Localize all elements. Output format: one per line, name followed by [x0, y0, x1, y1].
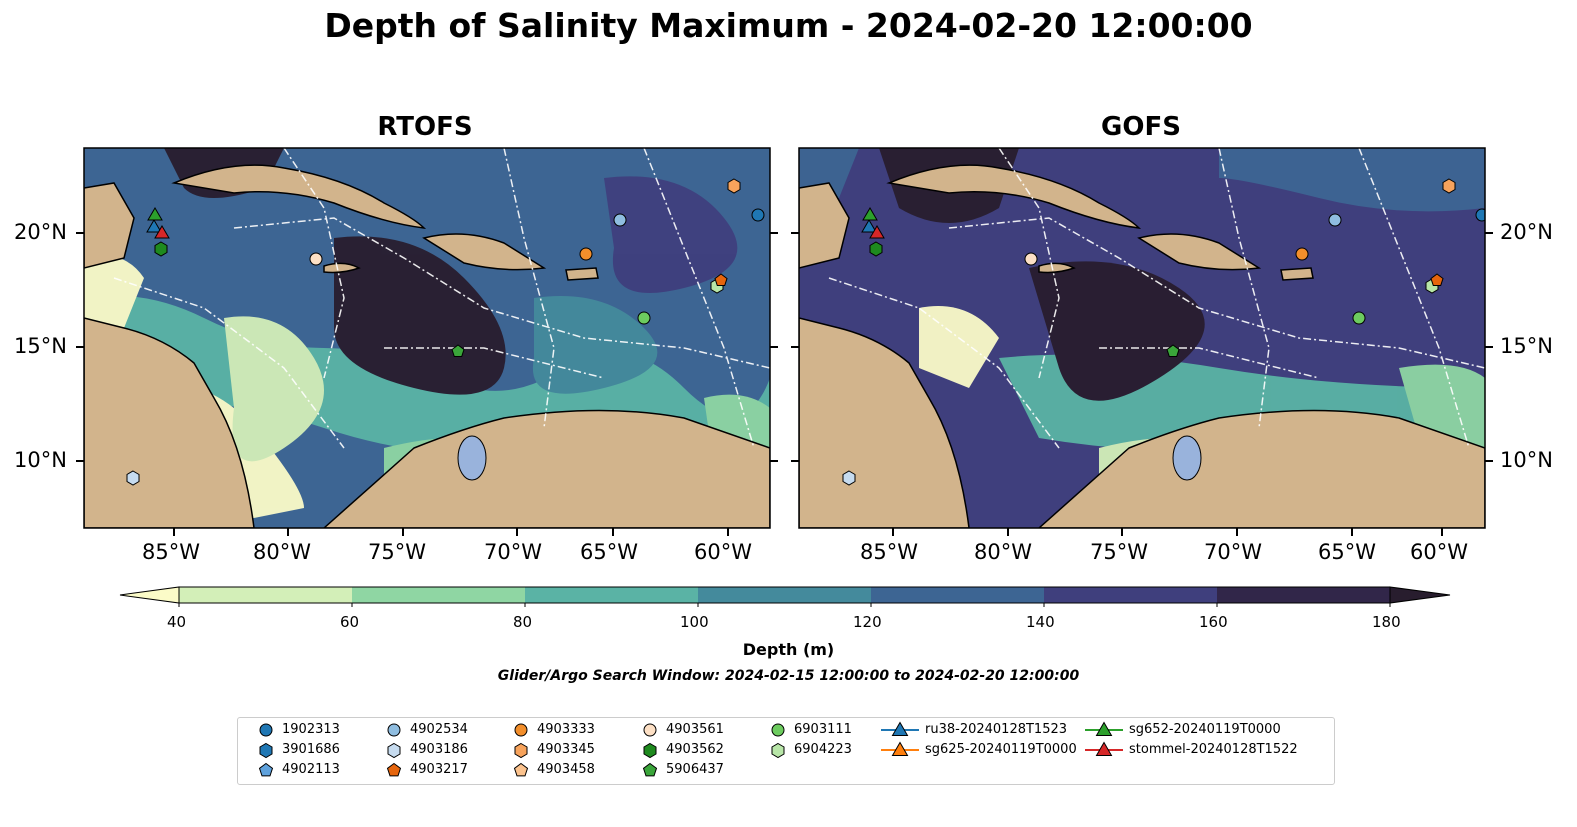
lat-tick-left-20n: 20°N	[14, 220, 67, 244]
lon-tick-left-85w: 85°W	[142, 540, 200, 564]
legend-label: 4903333	[537, 722, 595, 737]
colorbar-tick-160: 160	[1199, 613, 1228, 631]
legend-marker-icon	[771, 742, 785, 759]
legend-label: 6904223	[794, 742, 852, 757]
legend-label: sg652-20240119T0000	[1129, 722, 1281, 737]
colorbar-segment	[1217, 587, 1390, 603]
lon-tick-left-60w: 60°W	[694, 540, 752, 564]
map-gofs[interactable]	[799, 148, 1485, 528]
colorbar-extend-low	[119, 586, 180, 604]
lon-tick-left-70w: 70°W	[484, 540, 542, 564]
legend-marker-icon	[771, 723, 785, 737]
lon-tick-left-80w: 80°W	[253, 540, 311, 564]
lon-tick-left-65w: 65°W	[580, 540, 638, 564]
legend-marker-icon	[259, 723, 273, 737]
colorbar-segment	[871, 587, 1044, 603]
legend-marker-icon	[643, 723, 657, 737]
legend-marker-icon	[514, 742, 528, 759]
lon-tick-right-70w: 70°W	[1204, 540, 1262, 564]
colorbar-tick-100: 100	[680, 613, 709, 631]
colorbar-tick-60: 60	[340, 613, 360, 631]
colorbar-tick-140: 140	[1026, 613, 1055, 631]
legend-label: stommel-20240128T1522	[1129, 742, 1298, 757]
lon-tick-right-60w: 60°W	[1410, 540, 1468, 564]
legend-label: 4903561	[666, 722, 724, 737]
lon-tick-right-75w: 75°W	[1090, 540, 1148, 564]
colorbar-tick-180: 180	[1372, 613, 1401, 631]
legend-marker-icon	[643, 742, 657, 759]
lat-tick-left-10n: 10°N	[14, 448, 67, 472]
legend-label: 4903345	[537, 742, 595, 757]
map-rtofs-canvas	[84, 148, 770, 528]
lon-tick-right-80w: 80°W	[974, 540, 1032, 564]
legend-label: 4903458	[537, 762, 595, 777]
legend-marker-icon	[642, 762, 658, 777]
colorbar-tick-120: 120	[853, 613, 882, 631]
colorbar-segment	[1044, 587, 1217, 603]
legend-marker-icon	[259, 742, 273, 759]
colorbar-tick-80: 80	[513, 613, 533, 631]
search-window-caption: Glider/Argo Search Window: 2024-02-15 12…	[497, 668, 1080, 684]
lat-tick-left-15n: 15°N	[14, 334, 67, 358]
panel-title-rtofs: RTOFS	[377, 112, 473, 142]
legend-label: 5906437	[666, 762, 724, 777]
figure-title: Depth of Salinity Maximum - 2024-02-20 1…	[324, 6, 1253, 45]
legend-label: 4903562	[666, 742, 724, 757]
colorbar	[119, 586, 1451, 607]
legend-marker-icon	[386, 762, 402, 777]
colorbar-extend-high	[1389, 586, 1451, 604]
lon-tick-right-85w: 85°W	[860, 540, 918, 564]
legend-label: 4902534	[410, 722, 468, 737]
legend-marker-icon	[513, 762, 529, 777]
legend-marker-icon	[1085, 741, 1123, 756]
map-rtofs[interactable]	[84, 148, 770, 528]
map-gofs-canvas	[799, 148, 1485, 528]
lon-tick-left-75w: 75°W	[368, 540, 426, 564]
colorbar-tick-40: 40	[167, 613, 187, 631]
legend: 1902313 3901686 4902113 4902534 4903186 49032…	[237, 717, 1335, 785]
legend-label: sg625-20240119T0000	[925, 742, 1077, 757]
legend-marker-icon	[387, 742, 401, 759]
colorbar-segment	[525, 587, 698, 603]
legend-marker-icon	[387, 723, 401, 737]
lat-tick-right-10n: 10°N	[1500, 448, 1553, 472]
legend-marker-icon	[881, 721, 919, 736]
colorbar-title: Depth (m)	[742, 640, 835, 659]
legend-label: 6903111	[794, 722, 852, 737]
legend-label: 1902313	[282, 722, 340, 737]
lon-tick-right-65w: 65°W	[1318, 540, 1376, 564]
lat-tick-right-20n: 20°N	[1500, 220, 1553, 244]
legend-marker-icon	[258, 762, 274, 777]
legend-label: 4902113	[282, 762, 340, 777]
panel-title-gofs: GOFS	[1101, 112, 1181, 142]
colorbar-segment	[179, 587, 352, 603]
legend-label: 3901686	[282, 742, 340, 757]
legend-marker-icon	[1085, 721, 1123, 736]
legend-label: ru38-20240128T1523	[925, 722, 1068, 737]
colorbar-segment	[352, 587, 525, 603]
lat-tick-right-15n: 15°N	[1500, 334, 1553, 358]
legend-label: 4903217	[410, 762, 468, 777]
legend-marker-icon	[514, 723, 528, 737]
legend-label: 4903186	[410, 742, 468, 757]
colorbar-segment	[698, 587, 871, 603]
legend-marker-icon	[881, 741, 919, 756]
